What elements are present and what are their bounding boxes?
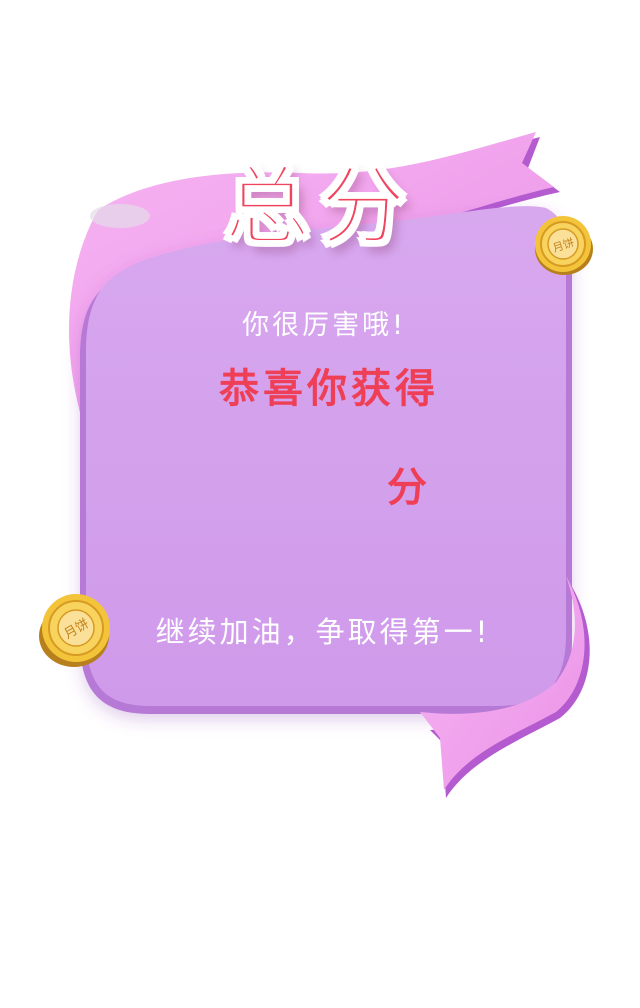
total-score-title: 总分 (223, 156, 416, 258)
mooncake-icon: 月饼 (535, 216, 593, 275)
score-unit: 分 (387, 465, 427, 511)
encourage-text: 继续加油，争取得第一! (155, 615, 491, 649)
bottom-ribbon (420, 576, 590, 798)
mooncake-icon: 月饼 (39, 594, 110, 667)
mooncake-stamp-text: 月饼 (551, 235, 576, 255)
congrats-text: 恭喜你获得 (219, 366, 439, 412)
praise-text: 你很厉害哦! (242, 310, 406, 341)
score-value (180, 455, 380, 507)
score-row: 分 (180, 455, 450, 511)
card-body (80, 206, 572, 714)
top-ribbon (69, 132, 560, 420)
